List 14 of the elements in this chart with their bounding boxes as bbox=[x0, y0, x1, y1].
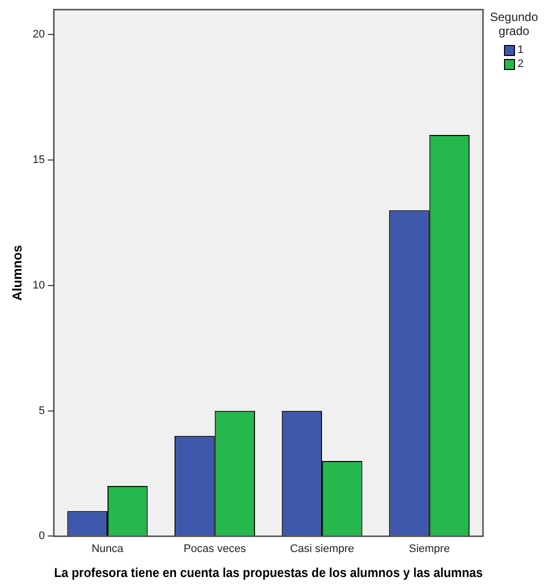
legend-label: 2 bbox=[517, 58, 524, 70]
y-tick-label: 20 bbox=[32, 28, 45, 41]
legend-title: Segundo grado bbox=[488, 10, 540, 38]
y-tick-label: 0 bbox=[38, 530, 45, 542]
y-tick-label: 5 bbox=[38, 404, 45, 417]
y-tick-label: 15 bbox=[32, 154, 45, 166]
y-tick-label: 10 bbox=[32, 279, 45, 292]
x-axis-title: La profesora tiene en cuenta las propuestas de los alumnos y las alumnas bbox=[54, 565, 483, 580]
x-tick-label: Siempre bbox=[408, 542, 450, 555]
legend-label: 1 bbox=[517, 44, 524, 56]
x-tick-label: Casi siempre bbox=[290, 542, 354, 555]
x-tick-label: Pocas veces bbox=[184, 542, 246, 555]
x-tick-label: Nunca bbox=[92, 542, 124, 555]
y-axis-title: Alumnos bbox=[9, 245, 24, 301]
